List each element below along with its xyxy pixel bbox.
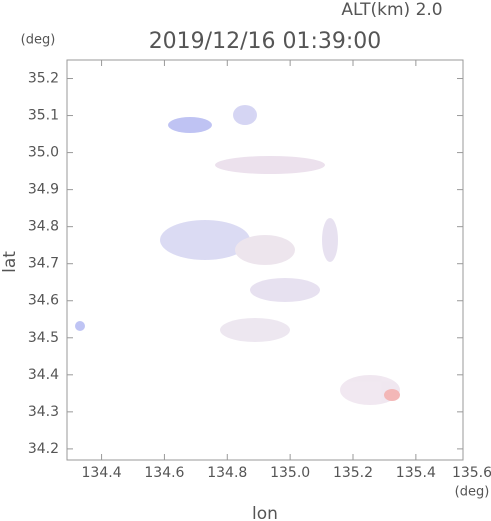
x-tick-label: 134.4 (82, 465, 122, 481)
y-axis-label: lat (0, 251, 20, 273)
echo (235, 235, 295, 265)
echoes (75, 105, 400, 405)
echo (215, 156, 325, 174)
x-tick-label: 135.6 (452, 465, 491, 481)
y-tick-label: 34.6 (28, 293, 59, 309)
y-tick-label: 35.2 (28, 71, 59, 87)
x-tick-label: 135.4 (396, 465, 436, 481)
plot-frame (66, 59, 464, 461)
chart-title: 2019/12/16 01:39:00 (149, 29, 382, 54)
y-tick-label: 34.7 (28, 256, 59, 272)
x-tick-label: 134.8 (207, 465, 247, 481)
x-tick-label: 135.2 (333, 465, 373, 481)
y-tick-label: 34.3 (28, 404, 59, 420)
subtitle: ALT(km) 2.0 (341, 0, 442, 20)
echo (220, 318, 290, 342)
echo (233, 105, 257, 125)
echo (75, 321, 85, 331)
y-tick-label: 34.9 (28, 182, 59, 198)
y-tick-label: 34.4 (28, 367, 59, 383)
echo (322, 218, 338, 262)
y-tick-label: 34.8 (28, 219, 59, 235)
y-tick-label: 34.2 (28, 441, 59, 457)
x-unit: (deg) (455, 485, 490, 500)
echo (384, 389, 400, 401)
echo (160, 220, 250, 260)
x-axis-label: lon (252, 504, 278, 521)
y-tick-label: 34.5 (28, 330, 59, 346)
x-tick-label: 135.0 (270, 465, 310, 481)
y-tick-label: 35.0 (28, 145, 59, 161)
echo (168, 117, 212, 133)
x-tick-label: 134.6 (144, 465, 184, 481)
echo (250, 278, 320, 302)
y-unit: (deg) (21, 33, 56, 48)
y-tick-label: 35.1 (28, 108, 59, 124)
